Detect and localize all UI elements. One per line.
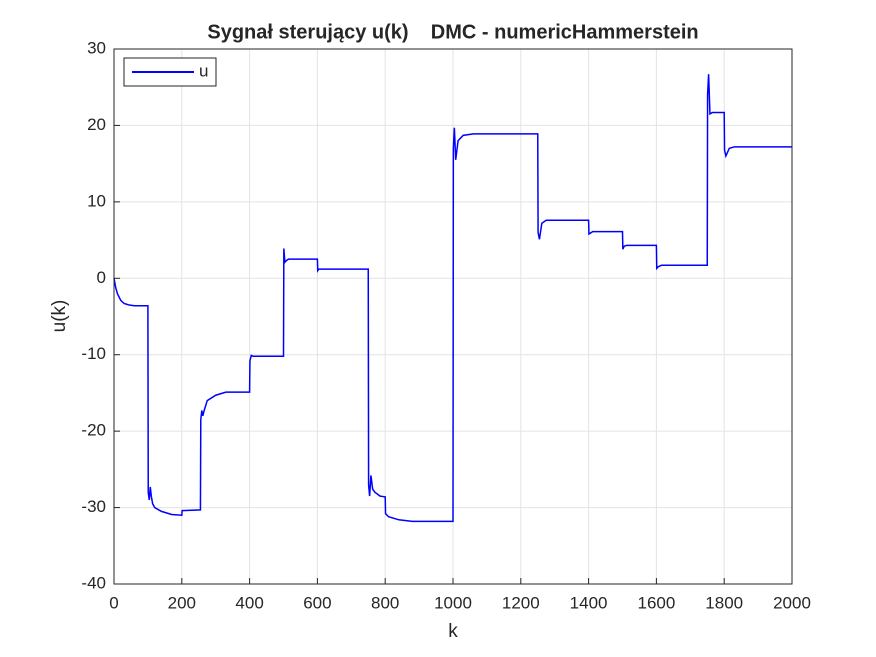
- x-tick-label: 1200: [502, 593, 540, 612]
- x-tick-label: 800: [371, 593, 399, 612]
- x-tick-label: 1000: [434, 593, 472, 612]
- y-tick-label: -20: [81, 421, 106, 440]
- x-tick-label: 200: [168, 593, 196, 612]
- y-tick-label: 30: [87, 38, 106, 57]
- chart-title: Sygnał sterujący u(k) DMC - numericHamme…: [207, 21, 698, 43]
- y-tick-label: -40: [81, 573, 106, 592]
- x-tick-label: 1800: [705, 593, 743, 612]
- y-tick-label: -30: [81, 497, 106, 516]
- x-tick-label: 600: [303, 593, 331, 612]
- data-line: [113, 74, 792, 523]
- y-tick-label: 0: [97, 268, 106, 287]
- x-tick-label: 2000: [773, 593, 811, 612]
- y-axis-label: u(k): [49, 300, 70, 333]
- legend: u: [123, 57, 217, 87]
- x-tick-label: 400: [235, 593, 263, 612]
- x-tick-label: 0: [109, 593, 118, 612]
- x-tick-label: 1600: [637, 593, 675, 612]
- y-tick-label: -10: [81, 344, 106, 363]
- x-tick-label: 1400: [570, 593, 608, 612]
- y-tick-label: 20: [87, 115, 106, 134]
- y-tick-label: 10: [87, 191, 106, 210]
- legend-label: u: [199, 61, 208, 80]
- x-axis-label: k: [448, 621, 458, 642]
